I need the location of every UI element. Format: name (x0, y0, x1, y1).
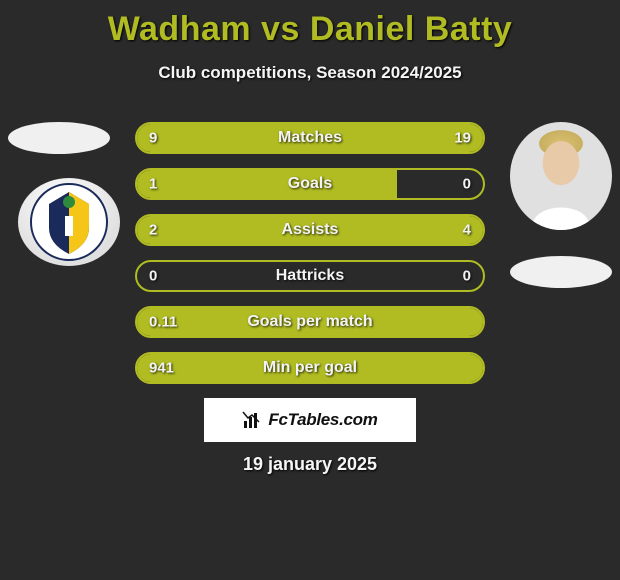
stat-row-min-per-goal: 941 Min per goal (135, 352, 485, 384)
stat-label: Hattricks (137, 267, 483, 285)
club-crest-left (18, 178, 120, 266)
stat-row-assists: 2 Assists 4 (135, 214, 485, 246)
stat-label: Assists (137, 221, 483, 239)
attribution-text: FcTables.com (268, 410, 377, 430)
avatar-left-placeholder (8, 122, 110, 154)
value-right: 4 (463, 222, 471, 239)
attribution-badge: FcTables.com (204, 398, 416, 442)
stat-row-goals-per-match: 0.11 Goals per match (135, 306, 485, 338)
stat-label: Min per goal (137, 359, 483, 377)
stat-row-goals: 1 Goals 0 (135, 168, 485, 200)
stat-label: Goals (137, 175, 483, 193)
value-right: 0 (463, 176, 471, 193)
player-head-icon (510, 122, 612, 230)
player-photo-right (510, 122, 612, 230)
stat-row-matches: 9 Matches 19 (135, 122, 485, 154)
stat-row-hattricks: 0 Hattricks 0 (135, 260, 485, 292)
value-right: 0 (463, 268, 471, 285)
avatar-right-placeholder (510, 256, 612, 288)
club-crest-icon (29, 182, 109, 262)
stat-label: Goals per match (137, 313, 483, 331)
report-date: 19 january 2025 (0, 454, 620, 475)
stat-label: Matches (137, 129, 483, 147)
comparison-chart: 9 Matches 19 1 Goals 0 2 Assists 4 0 Hat… (135, 122, 485, 398)
value-right: 19 (454, 130, 471, 147)
bar-chart-icon (242, 410, 262, 430)
page-title: Wadham vs Daniel Batty (0, 0, 620, 49)
page-subtitle: Club competitions, Season 2024/2025 (0, 63, 620, 83)
